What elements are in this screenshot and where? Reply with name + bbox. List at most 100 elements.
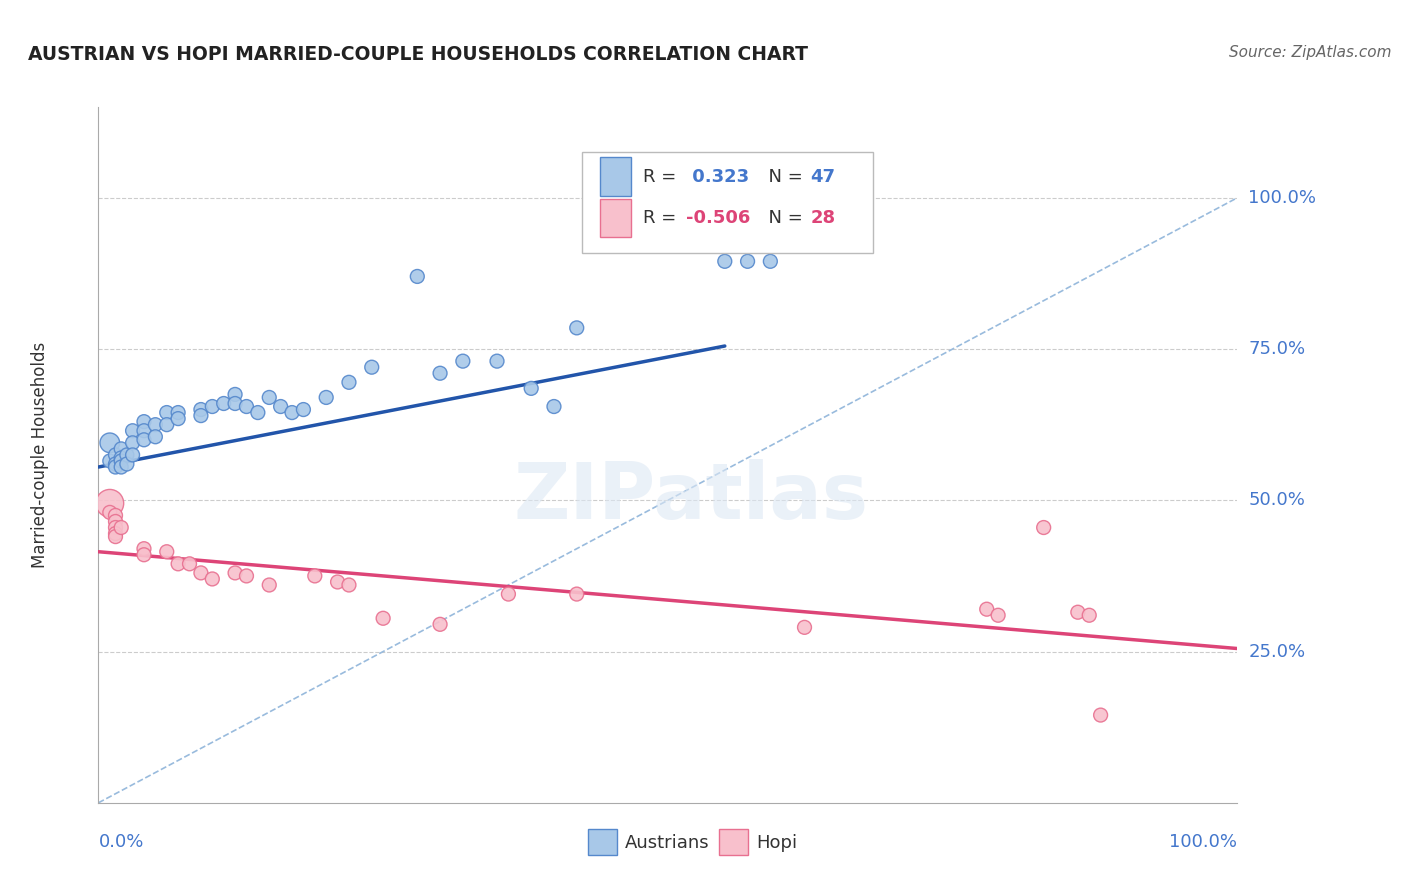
Point <box>224 396 246 410</box>
Point <box>145 417 167 432</box>
Point <box>110 460 132 475</box>
Point <box>486 354 509 368</box>
Point <box>737 254 759 268</box>
Point <box>110 442 132 456</box>
Point <box>167 406 190 420</box>
Point <box>110 450 132 465</box>
Point <box>98 435 121 450</box>
Text: 47: 47 <box>810 168 835 186</box>
Point <box>104 457 127 471</box>
Text: Source: ZipAtlas.com: Source: ZipAtlas.com <box>1229 45 1392 60</box>
Text: R =: R = <box>643 210 682 227</box>
Text: 100.0%: 100.0% <box>1249 189 1316 207</box>
Point <box>104 508 127 523</box>
Point <box>759 254 782 268</box>
Point <box>224 387 246 401</box>
Point <box>104 515 127 529</box>
Point <box>121 424 143 438</box>
Point <box>259 391 281 405</box>
Point <box>156 545 179 559</box>
Text: 28: 28 <box>810 210 835 227</box>
Text: 100.0%: 100.0% <box>1170 833 1237 851</box>
Point <box>132 415 155 429</box>
Text: N =: N = <box>756 168 808 186</box>
Point <box>235 569 257 583</box>
Point <box>145 430 167 444</box>
Text: -0.506: -0.506 <box>686 210 751 227</box>
Point <box>406 269 429 284</box>
Point <box>132 541 155 556</box>
Text: 0.323: 0.323 <box>686 168 749 186</box>
Point <box>259 578 281 592</box>
Text: 25.0%: 25.0% <box>1249 642 1306 661</box>
Text: 50.0%: 50.0% <box>1249 491 1305 509</box>
Text: Austrians: Austrians <box>624 834 709 852</box>
Point <box>246 406 269 420</box>
Point <box>1078 608 1101 623</box>
Point <box>132 548 155 562</box>
Text: R =: R = <box>643 168 682 186</box>
Point <box>281 406 304 420</box>
Point <box>498 587 520 601</box>
Point <box>121 448 143 462</box>
Point <box>337 376 360 390</box>
Point <box>201 572 224 586</box>
Text: ZIPatlas: ZIPatlas <box>513 458 868 534</box>
Point <box>98 496 121 510</box>
Point <box>110 520 132 534</box>
Point <box>190 402 212 417</box>
Point <box>337 578 360 592</box>
Point <box>326 574 349 589</box>
FancyBboxPatch shape <box>582 153 873 253</box>
Text: N =: N = <box>756 210 808 227</box>
Point <box>1090 708 1112 723</box>
Point <box>98 454 121 468</box>
Point <box>304 569 326 583</box>
Point <box>429 617 451 632</box>
Point <box>976 602 998 616</box>
Point <box>179 557 201 571</box>
Point <box>520 381 543 395</box>
Point <box>565 321 588 335</box>
Point <box>167 557 190 571</box>
Point <box>115 457 138 471</box>
Point <box>315 391 337 405</box>
Point <box>110 454 132 468</box>
Point <box>371 611 394 625</box>
Point <box>292 402 315 417</box>
Point <box>270 400 292 414</box>
Text: 0.0%: 0.0% <box>98 833 143 851</box>
Point <box>714 254 737 268</box>
Text: Married-couple Households: Married-couple Households <box>31 342 49 568</box>
Text: AUSTRIAN VS HOPI MARRIED-COUPLE HOUSEHOLDS CORRELATION CHART: AUSTRIAN VS HOPI MARRIED-COUPLE HOUSEHOL… <box>28 45 808 63</box>
Bar <box>599 158 631 195</box>
Point <box>224 566 246 580</box>
Point <box>104 530 127 544</box>
Point <box>156 417 179 432</box>
Point <box>190 409 212 423</box>
Point <box>987 608 1010 623</box>
Point <box>360 360 382 375</box>
Point <box>104 526 127 541</box>
Point <box>167 411 190 425</box>
Point <box>793 620 815 634</box>
Point <box>1067 605 1090 619</box>
Point <box>543 400 565 414</box>
Bar <box>588 829 617 855</box>
Bar <box>718 829 748 855</box>
Bar <box>599 199 631 237</box>
Point <box>565 587 588 601</box>
Point <box>104 460 127 475</box>
Point <box>190 566 212 580</box>
Point <box>1032 520 1054 534</box>
Point <box>235 400 257 414</box>
Point <box>156 406 179 420</box>
Text: 75.0%: 75.0% <box>1249 340 1306 358</box>
Text: Hopi: Hopi <box>756 834 797 852</box>
Point <box>201 400 224 414</box>
Point <box>451 354 474 368</box>
Point <box>132 433 155 447</box>
Point <box>115 448 138 462</box>
Point <box>132 424 155 438</box>
Point <box>104 520 127 534</box>
